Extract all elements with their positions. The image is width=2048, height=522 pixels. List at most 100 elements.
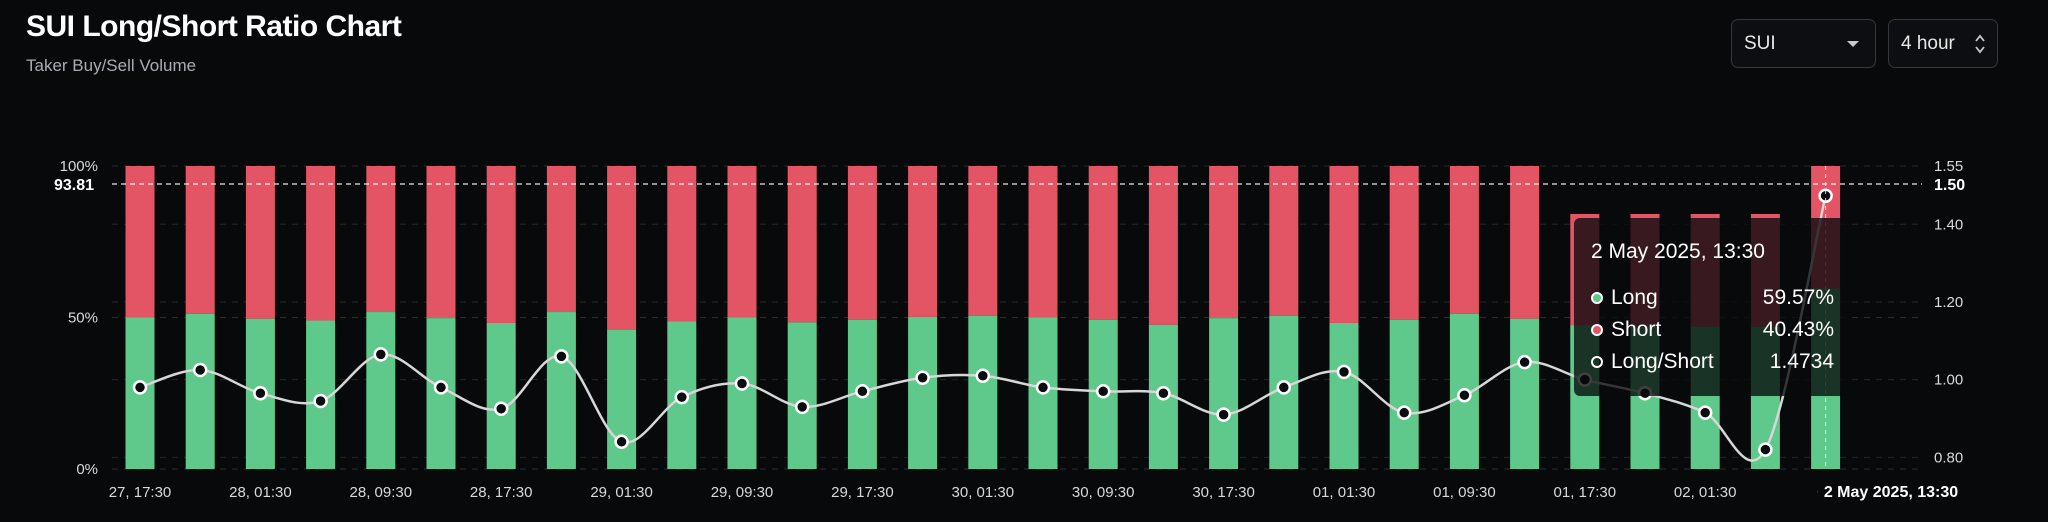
short-bar[interactable] — [607, 166, 637, 330]
short-bar[interactable] — [125, 166, 155, 318]
chevron-down-icon — [1847, 41, 1859, 47]
ratio-point[interactable] — [1517, 354, 1532, 370]
x-axis-tick: 29, 09:30 — [711, 484, 774, 501]
x-axis-tick: 27, 17:30 — [109, 484, 172, 501]
ratio-point[interactable] — [1035, 380, 1051, 395]
symbol-select[interactable]: SUI — [1731, 19, 1876, 68]
ratio-point[interactable] — [734, 376, 750, 391]
short-bar[interactable] — [306, 166, 336, 321]
short-bar[interactable] — [1449, 166, 1479, 314]
ratio-point[interactable] — [614, 434, 629, 450]
short-bar[interactable] — [1148, 166, 1178, 325]
ratio-point[interactable] — [674, 389, 690, 405]
short-bar[interactable] — [1269, 166, 1299, 316]
ratio-marker-icon — [1591, 356, 1603, 368]
left-axis-tick: 0% — [76, 461, 98, 478]
tooltip: 2 May 2025, 13:30 Long 59.57% Short 40.4… — [1574, 218, 1850, 396]
tooltip-long-label: Long — [1611, 286, 1658, 309]
ratio-point[interactable] — [915, 370, 930, 385]
crosshair-right-value: 1.50 — [1934, 177, 1965, 194]
up-down-icon — [1975, 34, 1985, 54]
ratio-point[interactable] — [855, 384, 870, 399]
ratio-point[interactable] — [1095, 384, 1111, 399]
interval-select[interactable]: 4 hour — [1888, 19, 1998, 68]
long-bar[interactable] — [1389, 319, 1419, 469]
short-bar[interactable] — [908, 166, 938, 317]
x-axis-tick: 01, 17:30 — [1554, 484, 1617, 501]
short-bar[interactable] — [968, 166, 998, 316]
x-axis-tick: 29, 17:30 — [831, 484, 894, 501]
crosshair-left-badge — [42, 172, 98, 196]
short-bar[interactable] — [787, 166, 817, 323]
long-bar[interactable] — [787, 322, 817, 469]
ratio-point[interactable] — [1336, 364, 1352, 380]
short-bar[interactable] — [667, 166, 697, 322]
long-bar[interactable] — [486, 322, 516, 469]
short-bar[interactable] — [426, 166, 456, 319]
ratio-point[interactable] — [313, 393, 328, 409]
ratio-point[interactable] — [554, 349, 569, 364]
short-bar[interactable] — [1510, 166, 1540, 319]
tooltip-row-ratio: Long/Short 1.4734 — [1591, 350, 1834, 374]
tooltip-title: 2 May 2025, 13:30 — [1591, 240, 1765, 263]
long-bar[interactable] — [185, 313, 215, 469]
long-bar[interactable] — [908, 316, 938, 469]
ratio-point[interactable] — [1216, 407, 1231, 422]
x-axis-tick: 28, 09:30 — [350, 484, 413, 501]
ratio-point[interactable] — [1697, 405, 1713, 420]
ratio-point[interactable] — [192, 362, 208, 378]
tooltip-long-value: 59.57% — [1762, 286, 1834, 309]
tooltip-ratio-label: Long/Short — [1611, 350, 1714, 373]
short-bar[interactable] — [546, 166, 576, 313]
ratio-point[interactable] — [373, 347, 389, 362]
short-bar[interactable] — [727, 166, 757, 318]
ratio-point[interactable] — [1457, 387, 1472, 403]
right-axis-tick: 0.80 — [1934, 449, 1963, 466]
short-bar[interactable] — [245, 166, 275, 319]
long-bar[interactable] — [366, 312, 396, 469]
tooltip-row-long: Long 59.57% — [1591, 286, 1834, 310]
short-bar[interactable] — [1209, 166, 1239, 319]
ratio-point[interactable] — [1758, 442, 1773, 457]
long-bar[interactable] — [727, 317, 757, 470]
long-bar[interactable] — [1209, 318, 1239, 469]
ratio-point[interactable] — [1276, 380, 1292, 395]
right-axis-tick: 1.00 — [1934, 372, 1963, 389]
x-axis-tick: 01, 01:30 — [1313, 484, 1376, 501]
short-bar[interactable] — [847, 166, 877, 320]
long-bar[interactable] — [1329, 322, 1359, 469]
chart-subtitle: Taker Buy/Sell Volume — [26, 56, 197, 75]
ratio-point[interactable] — [493, 401, 509, 417]
x-axis-tick: 29, 01:30 — [590, 484, 653, 501]
crosshair-left-value: 93.81 — [54, 177, 94, 194]
interval-select-value: 4 hour — [1901, 32, 1955, 54]
x-axis-tick: 30, 01:30 — [952, 484, 1015, 501]
x-axis-tick: 28, 17:30 — [470, 484, 533, 501]
long-bar[interactable] — [1510, 318, 1540, 469]
ratio-point[interactable] — [1156, 386, 1171, 401]
short-bar[interactable] — [1329, 166, 1359, 323]
x-axis-tick: 28, 01:30 — [229, 484, 292, 501]
crosshair-x-badge — [1818, 479, 1966, 503]
left-axis-tick: 50% — [68, 310, 98, 327]
tooltip-row-short: Short 40.43% — [1591, 318, 1834, 342]
short-bar[interactable] — [486, 166, 516, 323]
ratio-point[interactable] — [132, 380, 148, 395]
x-axis-tick: 02, 01:30 — [1674, 484, 1737, 501]
ratio-point[interactable] — [975, 368, 991, 384]
crosshair-x-value: 2 May 2025, 13:30 — [1824, 484, 1958, 501]
short-bar[interactable] — [185, 166, 215, 314]
short-bar[interactable] — [1088, 166, 1118, 320]
short-bar[interactable] — [1028, 166, 1058, 318]
long-bar[interactable] — [546, 312, 576, 469]
ratio-point[interactable] — [433, 380, 449, 395]
right-axis-tick: 1.55 — [1934, 158, 1963, 175]
ratio-point[interactable] — [794, 399, 810, 415]
ratio-point[interactable] — [253, 386, 268, 401]
short-marker-icon — [1591, 324, 1603, 336]
short-bar[interactable] — [366, 166, 396, 313]
ratio-point[interactable] — [1396, 405, 1412, 420]
short-bar[interactable] — [1389, 166, 1419, 320]
x-axis-tick: 30, 09:30 — [1072, 484, 1135, 501]
long-bar[interactable] — [968, 315, 998, 469]
